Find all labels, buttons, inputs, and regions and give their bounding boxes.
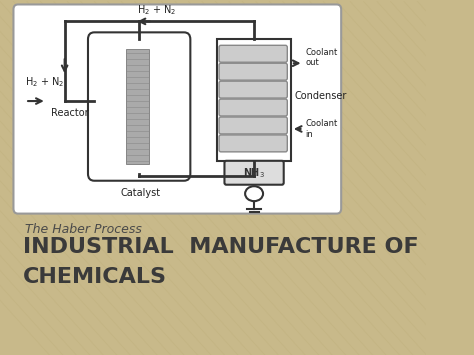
FancyBboxPatch shape <box>219 99 287 116</box>
Ellipse shape <box>245 186 263 201</box>
FancyBboxPatch shape <box>219 63 287 80</box>
Text: CHEMICALS: CHEMICALS <box>23 267 167 287</box>
Text: NH$_3$: NH$_3$ <box>243 166 265 180</box>
FancyBboxPatch shape <box>225 161 284 185</box>
Text: H$_2$ + N$_2$: H$_2$ + N$_2$ <box>137 4 177 17</box>
Text: The Haber Process: The Haber Process <box>25 223 142 236</box>
Text: H$_2$ + N$_2$: H$_2$ + N$_2$ <box>25 75 64 89</box>
Text: Coolant
out: Coolant out <box>305 48 337 67</box>
FancyBboxPatch shape <box>219 135 287 152</box>
FancyBboxPatch shape <box>13 5 341 214</box>
Text: Reactor: Reactor <box>51 108 89 118</box>
Text: Coolant
in: Coolant in <box>305 119 337 139</box>
Bar <box>217 39 291 161</box>
FancyBboxPatch shape <box>219 81 287 98</box>
Bar <box>126 49 149 164</box>
Text: INDUSTRIAL  MANUFACTURE OF: INDUSTRIAL MANUFACTURE OF <box>23 237 419 257</box>
FancyBboxPatch shape <box>219 117 287 134</box>
FancyBboxPatch shape <box>88 32 191 181</box>
FancyBboxPatch shape <box>219 45 287 62</box>
Text: Condenser: Condenser <box>294 91 347 101</box>
Text: Catalyst: Catalyst <box>121 188 161 198</box>
